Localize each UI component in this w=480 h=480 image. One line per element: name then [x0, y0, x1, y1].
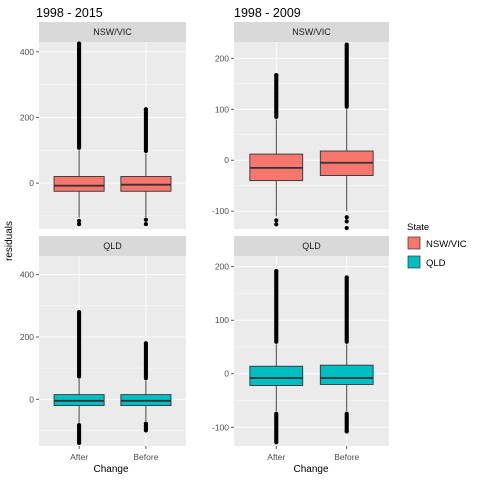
box-after: [249, 365, 304, 386]
strip-label: NSW/VIC: [93, 27, 132, 37]
facet-panel: NSW/VIC -100 0 100 200: [212, 22, 389, 231]
y-tick-label: 100: [215, 315, 229, 325]
strip-background: [39, 236, 186, 256]
outlier-point: [143, 428, 149, 433]
x-tick-label: Before: [334, 452, 359, 462]
y-tick-label: 0: [29, 394, 34, 404]
legend-key-qld: [407, 255, 421, 269]
outlier-point: [344, 429, 349, 434]
outlier-point: [143, 107, 149, 112]
outlier-point: [274, 268, 279, 274]
y-tick-label: 200: [215, 262, 229, 272]
facet-panel: NSW/VIC 0 200 400: [20, 22, 186, 229]
y-tick-label: 200: [215, 53, 229, 63]
y-tick-label: 100: [215, 104, 229, 114]
column-title-left: 1998 - 2015: [36, 6, 103, 20]
legend-key-nsw-vic: [407, 236, 421, 250]
outlier-point: [344, 42, 349, 47]
outlier-point: [274, 218, 279, 223]
x-tick-label: After: [267, 452, 285, 462]
facet-panel: QLD -100 0 100 200 After Before: [212, 236, 389, 462]
facet-panel: QLD 0 200 400 After Before: [20, 236, 186, 462]
y-tick-label: 0: [29, 178, 34, 188]
strip-background: [234, 22, 389, 42]
outlier-point: [274, 73, 279, 78]
outlier-point: [344, 219, 349, 224]
y-tick-label: 200: [20, 332, 34, 342]
y-tick-label: 0: [224, 369, 229, 379]
legend-title: State: [407, 222, 429, 233]
x-tick-label: After: [70, 452, 88, 462]
strip-background: [39, 22, 186, 42]
facet-panels: NSW/VIC 0 200 400 NSW/VIC -100 0 100 200 QLD 0 200 4…: [20, 22, 389, 462]
panel-background: [234, 42, 389, 229]
column-title-right: 1998 - 2009: [234, 6, 301, 20]
outlier-point: [344, 215, 349, 220]
panel-background: [39, 42, 186, 229]
strip-label: QLD: [302, 241, 321, 251]
panel-background: [234, 256, 389, 446]
outlier-point: [143, 217, 149, 222]
strip-label: QLD: [103, 241, 122, 251]
outlier-point: [76, 221, 82, 227]
y-tick-label: 0: [224, 155, 229, 165]
panel-background: [39, 256, 186, 446]
legend-label-qld: QLD: [426, 258, 446, 269]
y-tick-label: -100: [212, 206, 229, 216]
outlier-point: [274, 440, 279, 445]
outlier-point: [274, 222, 279, 227]
legend: State NSW/VIC QLD: [407, 222, 467, 269]
outlier-point: [344, 225, 349, 231]
y-tick-label: 400: [20, 47, 34, 57]
outlier-point: [76, 218, 82, 223]
y-tick-label: -100: [212, 422, 229, 432]
box-after: [53, 176, 105, 192]
x-axis-label-left: Change: [93, 464, 128, 475]
y-axis-label: residuals: [4, 221, 15, 261]
strip-label: NSW/VIC: [292, 27, 331, 37]
outlier-point: [344, 275, 349, 280]
outlier-point: [76, 41, 82, 46]
outlier-point: [76, 309, 82, 315]
y-tick-label: 400: [20, 270, 34, 280]
x-axis-label-right: Change: [293, 464, 328, 475]
legend-label-nsw-vic: NSW/VIC: [426, 239, 467, 250]
strip-background: [234, 236, 389, 256]
outlier-point: [76, 440, 82, 445]
x-tick-label: Before: [133, 452, 158, 462]
outlier-point: [143, 341, 149, 346]
box-before: [319, 364, 374, 385]
outlier-point: [143, 221, 149, 227]
y-tick-label: 200: [20, 112, 34, 122]
